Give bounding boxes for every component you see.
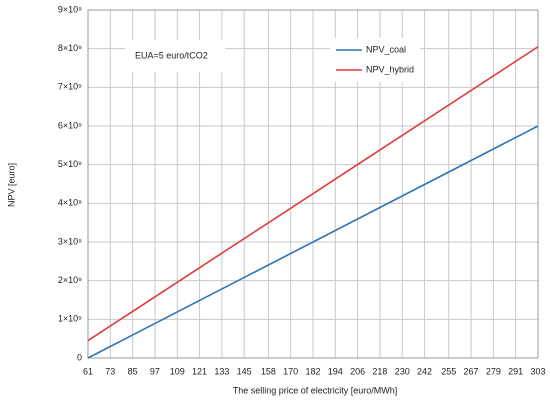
- x-axis-title: The selling price of electricity [euro/M…: [233, 385, 398, 395]
- y-tick-label: 1×10⁹: [58, 314, 82, 324]
- x-tick-label: 182: [305, 366, 320, 376]
- x-tick-label: 109: [170, 366, 185, 376]
- y-axis-title: NPV [euro]: [6, 163, 16, 207]
- x-tick-label: 61: [83, 366, 93, 376]
- x-tick-label: 85: [128, 366, 138, 376]
- y-tick-label: 2×10⁹: [58, 275, 82, 285]
- legend-label: NPV_hybrid: [366, 64, 414, 74]
- x-tick-label: 255: [441, 366, 456, 376]
- series-line: [87, 125, 539, 359]
- x-tick-label: 145: [237, 366, 252, 376]
- x-tick-label: 218: [372, 366, 387, 376]
- y-tick-label: 5×10⁹: [58, 159, 82, 169]
- x-tick-label: 158: [261, 366, 276, 376]
- x-tick-label: 291: [508, 366, 523, 376]
- x-tick-label: 170: [283, 366, 298, 376]
- x-tick-label: 121: [192, 366, 207, 376]
- y-tick-label: 6×10⁹: [58, 120, 82, 130]
- annotation-box: [125, 40, 225, 72]
- y-tick-label: 9×10⁹: [58, 4, 82, 14]
- x-tick-label: 267: [464, 366, 479, 376]
- legend-label: NPV_coal: [366, 44, 406, 54]
- x-tick-label: 279: [486, 366, 501, 376]
- legend-box: [330, 38, 420, 82]
- y-tick-label: 0: [77, 352, 82, 362]
- x-tick-label: 133: [214, 366, 229, 376]
- x-tick-label: 230: [395, 366, 410, 376]
- x-tick-label: 206: [350, 366, 365, 376]
- series-line: [87, 46, 539, 342]
- x-tick-label: 194: [328, 366, 343, 376]
- y-tick-label: 8×10⁹: [58, 43, 82, 53]
- y-tick-label: 4×10⁹: [58, 198, 82, 208]
- plot-frame: [87, 9, 539, 359]
- x-tick-label: 303: [530, 366, 545, 376]
- y-tick-label: 7×10⁹: [58, 82, 82, 92]
- x-tick-label: 73: [105, 366, 115, 376]
- x-tick-label: 242: [417, 366, 432, 376]
- x-tick-label: 97: [150, 366, 160, 376]
- y-tick-label: 3×10⁹: [58, 236, 82, 246]
- annotation: EUA=5 euro/tCO2: [135, 50, 208, 60]
